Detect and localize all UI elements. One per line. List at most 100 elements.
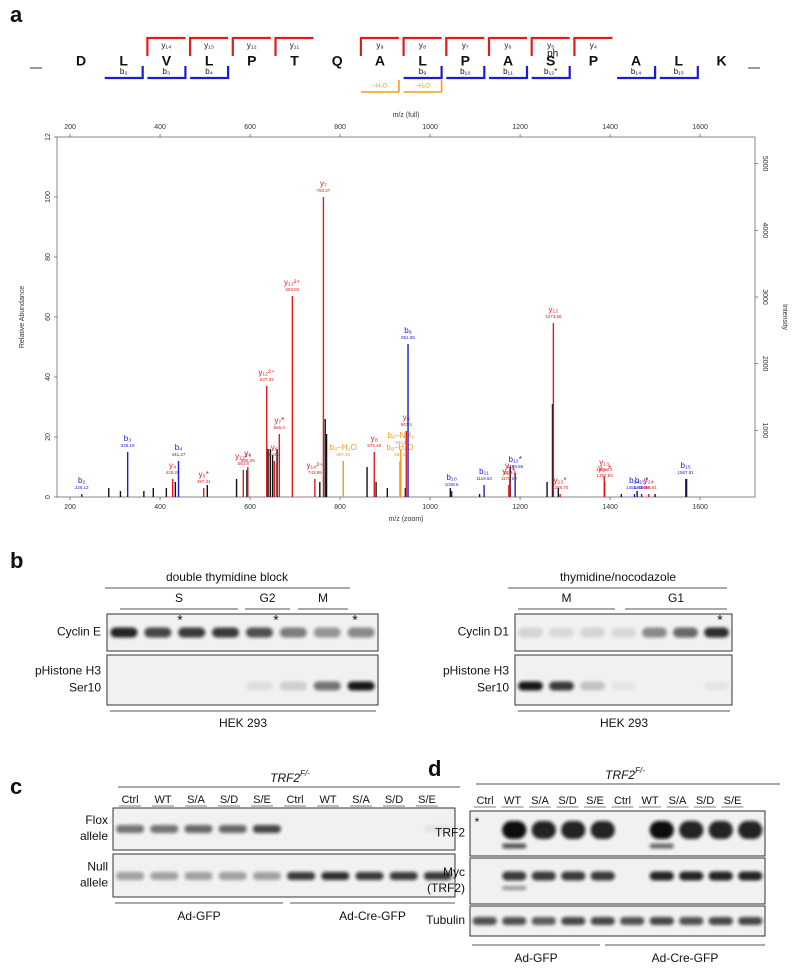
band	[580, 681, 605, 691]
lane-label: S/E	[418, 794, 436, 806]
genotype-superscript: F/-	[300, 769, 310, 778]
asterisk: *	[475, 815, 480, 829]
band	[561, 821, 586, 839]
band	[184, 872, 213, 880]
y-ion-label: y₆	[504, 41, 511, 50]
blot	[469, 857, 766, 905]
y2-tick-label: 5000	[761, 156, 768, 172]
row-label: allele	[80, 829, 108, 843]
lane-label: S/D	[696, 795, 714, 807]
row-label: allele	[80, 876, 108, 890]
peak-mz-label: 654.3	[269, 452, 281, 457]
peak-mz-label: 1273.66	[545, 314, 562, 319]
peak-label: b₃	[124, 434, 132, 443]
band	[252, 825, 281, 833]
x-tick-label: 600	[244, 504, 256, 511]
row-label: Cyclin E	[57, 625, 101, 639]
peak-label: b₁₅*	[635, 476, 648, 485]
blot	[106, 654, 379, 706]
residue: L	[119, 53, 128, 69]
band	[708, 917, 733, 925]
panel-label: c	[10, 774, 22, 799]
peak-mz-label: 1469.84	[633, 485, 650, 490]
row-label: pHistone H3	[35, 664, 101, 678]
row-label: Tubulin	[426, 913, 465, 927]
b-ion-label: b₁₄	[631, 67, 641, 76]
band	[252, 872, 281, 880]
peak-label: y₁₄²⁺	[306, 461, 323, 470]
peak-mz-label: 934.5	[395, 440, 407, 445]
band	[502, 917, 527, 925]
x-top-tick-label: 600	[244, 124, 256, 131]
x-top-axis-title: m/z (full)	[393, 112, 420, 119]
y-ion-label: y₁₂	[247, 41, 257, 50]
band	[611, 627, 636, 638]
peak-label: y₅*	[199, 470, 209, 479]
x-tick-label: 1200	[512, 504, 528, 511]
band	[738, 821, 763, 839]
peak-mz-label: 428.29	[166, 470, 180, 475]
peak-mz-label: 763.37	[317, 188, 331, 193]
residue: V	[162, 53, 172, 69]
peak-label: b₁₂*	[508, 455, 521, 464]
residue: P	[589, 53, 598, 69]
band	[649, 843, 674, 849]
band	[590, 821, 615, 839]
x-top-tick-label: 1400	[602, 124, 618, 131]
peak-mz-label: 665.4	[274, 425, 286, 430]
lane-label: WT	[504, 795, 521, 807]
band	[245, 681, 273, 691]
band	[518, 681, 543, 691]
phase-label: G1	[668, 591, 684, 605]
x-tick-label: 200	[64, 504, 76, 511]
peak-mz-label: 1386.73	[596, 467, 613, 472]
b-ion-label: b₁₁	[503, 67, 513, 76]
y-tick-label: 40	[45, 373, 52, 381]
phase-label: M	[562, 591, 572, 605]
peak-label: b₉–NH₃	[387, 431, 414, 440]
b-ion-label: b₁₂*	[544, 67, 557, 76]
peak-label: b₈–H₂O	[330, 443, 357, 452]
x-top-tick-label: 1200	[512, 124, 528, 131]
residue: P	[461, 53, 470, 69]
band	[738, 871, 763, 881]
band	[389, 872, 418, 880]
y2-tick-label: 1000	[761, 423, 768, 439]
band	[642, 627, 667, 638]
band	[279, 681, 307, 691]
lane-label: S/A	[531, 795, 549, 807]
band	[531, 821, 556, 839]
vector-label: Ad-Cre-GFP	[652, 951, 719, 965]
asterisk: *	[273, 612, 279, 628]
peak-label: y₁₂²⁺	[258, 368, 275, 377]
band	[708, 821, 733, 839]
x-top-tick-label: 1000	[422, 124, 438, 131]
band	[679, 917, 704, 925]
peak-label: b₁₅	[681, 461, 691, 470]
genotype-label: TRF2F/-	[270, 769, 310, 785]
band	[178, 627, 206, 638]
lane-label: Ctrl	[286, 794, 303, 806]
lane-label: WT	[319, 794, 336, 806]
y2-tick-label: 3000	[761, 289, 768, 305]
peak-label: b₄	[175, 443, 183, 452]
peak-mz-label: 1567.81	[678, 470, 695, 475]
peak-mz-label: 1119.64	[476, 476, 492, 481]
peak-mz-label: 1048.6	[445, 482, 459, 487]
band	[549, 627, 574, 638]
peak-mz-label: 584.8	[238, 461, 250, 466]
lane-label: Ctrl	[121, 794, 138, 806]
peak-mz-label: 743.89	[308, 470, 322, 475]
band	[218, 825, 247, 833]
asterisk: *	[717, 612, 723, 628]
band	[561, 917, 586, 925]
band	[423, 825, 452, 833]
band	[502, 843, 527, 849]
band	[313, 681, 341, 691]
residue: A	[503, 53, 513, 69]
band	[580, 627, 605, 638]
asterisk: *	[177, 612, 183, 628]
peak-label: y₆	[271, 443, 278, 452]
b-ion-label: b₉	[419, 67, 427, 76]
